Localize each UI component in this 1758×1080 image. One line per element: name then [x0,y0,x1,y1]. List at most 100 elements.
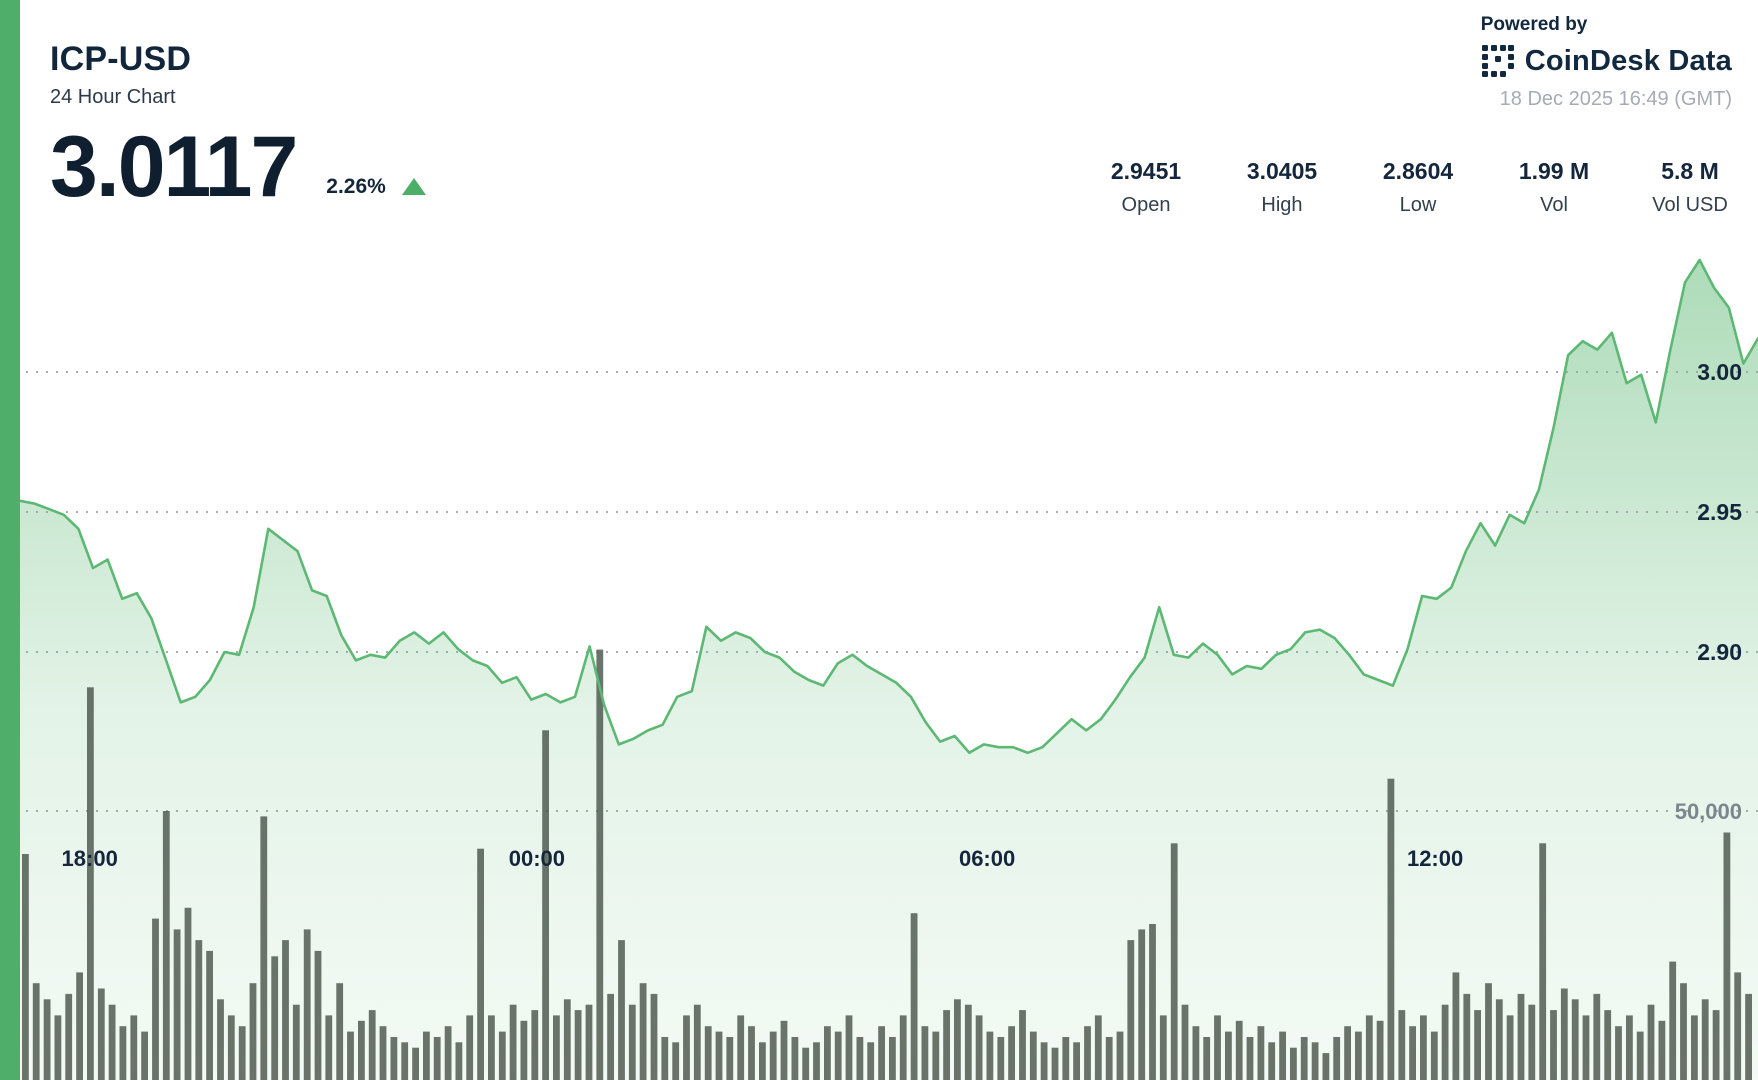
volume-bar [1181,1004,1189,1080]
volume-bar [1647,1004,1655,1080]
volume-bars [22,649,1752,1080]
volume-bar [1073,1042,1080,1080]
volume-bar [1517,993,1525,1080]
volume-bar [1192,1026,1200,1080]
volume-bar [1008,1026,1015,1080]
volume-bar [303,929,311,1080]
volume-bar [65,993,73,1080]
price-change: 2.26% [326,175,426,209]
volume-bar [986,1031,994,1080]
volume-bar [1279,1031,1286,1080]
volume-bar [509,1004,517,1080]
coindesk-logo-icon [1481,45,1514,77]
price-change-percent: 2.26% [326,174,386,198]
volume-bar [108,1004,116,1080]
y-axis-label-price: 2.95 [1697,499,1742,525]
volume-bar [1246,1037,1254,1080]
volume-bar [1745,993,1752,1080]
volume-bar [488,1015,495,1080]
volume-bar [899,1015,907,1080]
volume-bar [1398,1010,1406,1080]
volume-bar [737,1015,745,1080]
volume-bar [1604,1010,1612,1080]
volume-bar [87,687,94,1080]
volume-bar [271,956,279,1080]
volume-bar [1116,1031,1124,1080]
volume-bar [1203,1037,1211,1080]
volume-bar [964,1004,972,1080]
volume-bar [1311,1042,1319,1080]
volume-bar [791,1037,799,1080]
volume-bar [1463,993,1471,1080]
stat-open-value: 2.9451 [1110,158,1182,184]
volume-bar [1084,1026,1091,1080]
volume-bar [184,907,192,1080]
stat-low: 2.8604 Low [1376,158,1460,217]
volume-bar [650,993,658,1080]
volume-bar [553,1015,560,1080]
ohlc-stats-row: 2.9451 Open 3.0405 High 2.8604 Low 1.99 … [1104,158,1732,217]
volume-bar [498,1031,506,1080]
volume-bar [1691,1015,1698,1080]
volume-bar [412,1047,419,1080]
volume-bar [1170,843,1178,1080]
volume-bar [1593,993,1601,1080]
price-line [18,258,1758,755]
volume-bar [563,999,571,1080]
volume-bar [1040,1042,1048,1080]
volume-bar [379,1026,387,1080]
volume-bar [628,1004,636,1080]
volume-bar [358,1020,365,1080]
stat-volume-usd-value: 5.8 M [1661,158,1719,184]
volume-bar [1062,1037,1070,1080]
volume-bar [813,1042,820,1080]
volume-bar [1159,1015,1167,1080]
volume-bar [1344,1026,1351,1080]
x-axis-label: 18:00 [62,846,118,871]
stat-high-value: 3.0405 [1246,158,1318,184]
volume-bar [1365,1015,1373,1080]
stat-volume-usd: 5.8 M Vol USD [1648,158,1732,217]
price-row: 3.0117 2.26% [50,124,426,210]
volume-bar [943,1010,950,1080]
stat-open-label: Open [1121,194,1171,216]
powered-by-label: Powered by [1480,14,1588,35]
volume-bar [1723,832,1731,1080]
volume-bar [531,1010,539,1080]
volume-bar [672,1042,680,1080]
chart-range-subtitle: 24 Hour Chart [50,86,176,108]
volume-bar [954,999,961,1080]
brand-name: CoinDesk Data [1524,44,1732,77]
volume-bar [336,983,344,1080]
volume-bar [1452,972,1460,1080]
volume-bar [759,1042,766,1080]
volume-bar [455,1042,463,1080]
volume-bar [54,1015,62,1080]
volume-bar [1376,1020,1384,1080]
volume-bar [1322,1053,1330,1080]
volume-bar [141,1031,148,1080]
volume-bar [596,649,604,1080]
volume-bar [1430,1031,1438,1080]
volume-bar [1495,999,1503,1080]
volume-bar [444,1026,452,1080]
volume-bar [1560,988,1568,1080]
x-axis-label: 12:00 [1407,846,1463,871]
volume-bar [1441,1004,1449,1080]
powered-by-block: Powered by CoinDesk Data 18 Dec 2025 16:… [1481,14,1732,111]
volume-bar [1528,1004,1536,1080]
volume-bar [889,1037,896,1080]
volume-bar [97,988,105,1080]
volume-bar [119,1026,127,1080]
x-axis-label: 06:00 [959,846,1015,871]
volume-bar [867,1042,875,1080]
volume-bar [1550,1010,1557,1080]
volume-bar [260,816,268,1080]
volume-bar [466,1015,474,1080]
y-axis-label-volume: 50,000 [1675,799,1742,824]
volume-bar [661,1037,669,1080]
volume-bar [162,811,170,1080]
volume-bar [639,983,647,1080]
